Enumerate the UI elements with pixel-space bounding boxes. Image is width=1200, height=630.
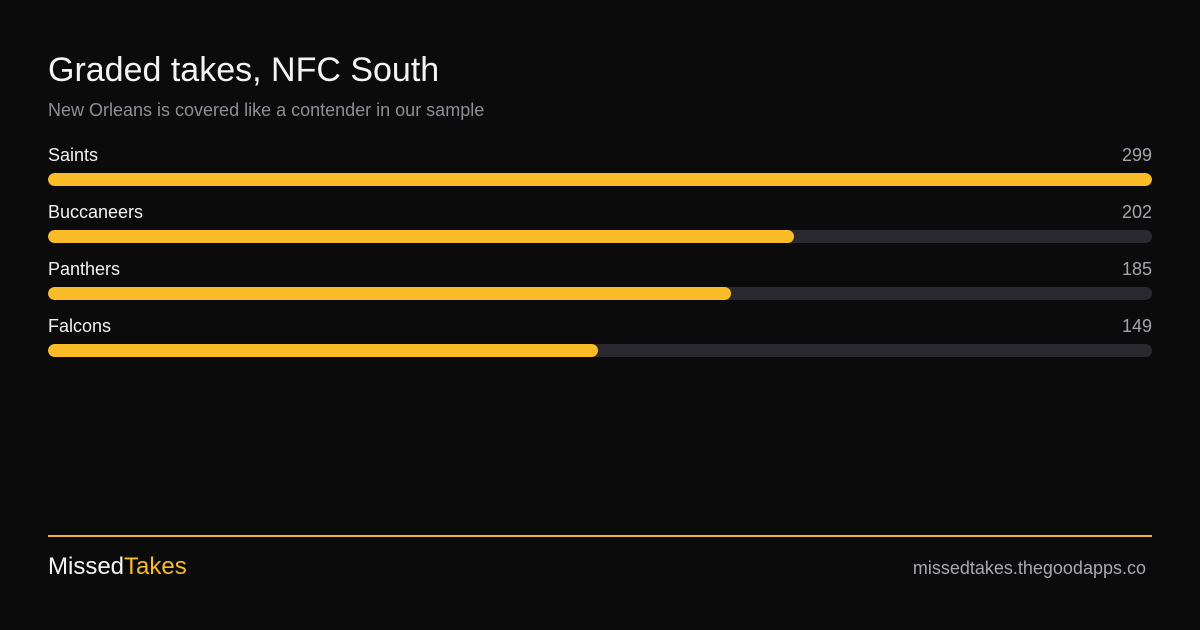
chart-subtitle: New Orleans is covered like a contender …: [48, 100, 485, 120]
bar-value-label: 299: [1121, 145, 1152, 165]
bar-label: Panthers: [48, 259, 121, 279]
brand-word-takes: Takes: [124, 553, 187, 580]
brand-word-missed: Missed: [48, 553, 125, 580]
site-url: missedtakes.thegoodapps.co: [912, 558, 1146, 578]
bar-fill: [48, 344, 599, 357]
bar-label: Saints: [48, 145, 99, 165]
chart-title: Graded takes, NFC South: [48, 51, 440, 89]
bar-value-label: 185: [1121, 259, 1152, 279]
bar-fill: [48, 287, 732, 300]
brand-logo: MissedTakes: [48, 552, 187, 582]
bar-row: Panthers 185: [48, 258, 1152, 315]
bar-track: [48, 344, 1152, 357]
footer-divider: [48, 535, 1152, 537]
bar-track: [48, 230, 1152, 243]
bar-value-label: 202: [1121, 202, 1152, 222]
bar-track: [48, 287, 1152, 300]
bar-label: Falcons: [48, 316, 112, 336]
bar-value-label: 149: [1121, 316, 1152, 336]
bar-row: Saints 299: [48, 144, 1152, 201]
bar-row: Buccaneers 202: [48, 201, 1152, 258]
bar-chart: Saints 299 Buccaneers 202 Panthers 185 Falcons…: [48, 144, 1152, 372]
bar-track: [48, 173, 1152, 186]
bar-fill: [48, 173, 1152, 186]
bar-fill: [48, 230, 794, 243]
bar-label: Buccaneers: [48, 202, 144, 222]
bar-row: Falcons 149: [48, 315, 1152, 372]
